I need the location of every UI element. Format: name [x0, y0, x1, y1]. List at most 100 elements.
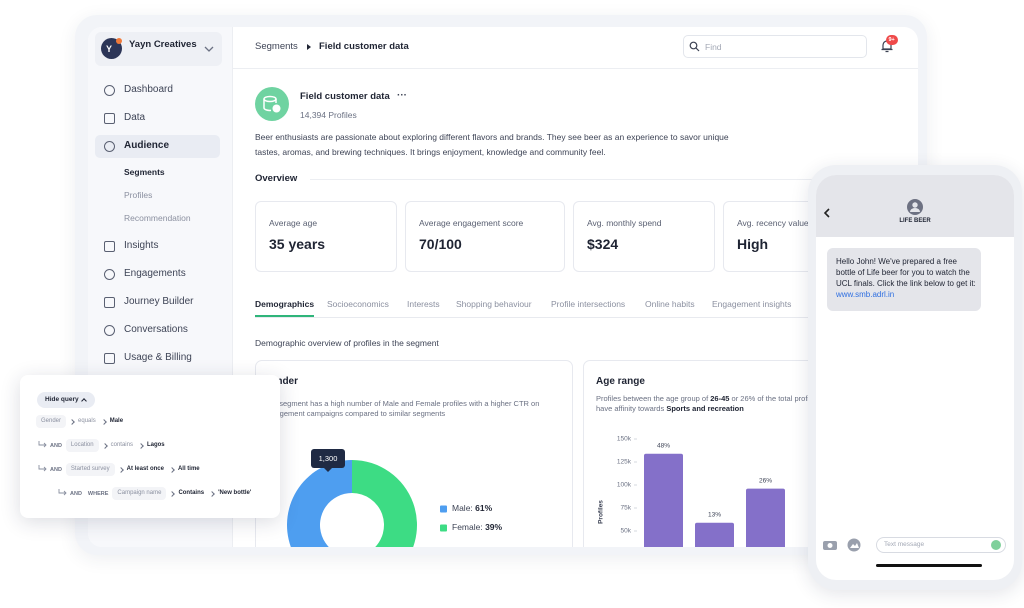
- query-field: Location: [70, 442, 94, 449]
- query-operator: Contains: [178, 490, 205, 497]
- query-chevron: [100, 419, 107, 425]
- tab[interactable]: Engagement insights: [712, 298, 792, 309]
- nav-icon: [104, 353, 115, 364]
- query-chip: [65, 463, 115, 476]
- nav-icon: [104, 141, 115, 152]
- message-input[interactable]: [876, 537, 1006, 553]
- bar: [746, 488, 785, 547]
- nav-icon: [104, 241, 115, 252]
- query-chevron: [169, 491, 176, 497]
- message-link[interactable]: www.smb.adrl.in: [836, 290, 895, 299]
- card-description: This segment has a high number of Male a…: [263, 399, 540, 418]
- query-operator: At least once: [126, 466, 164, 473]
- bar: [695, 522, 734, 547]
- toggle-text[interactable]: Hide query: [45, 396, 79, 404]
- nav-item[interactable]: Conversations: [124, 324, 188, 335]
- y-tick-label: 100k: [617, 482, 632, 489]
- segment-menu[interactable]: ···: [397, 90, 407, 101]
- tab-underline: [255, 315, 314, 317]
- nav-item[interactable]: Data: [124, 112, 146, 123]
- nav-item[interactable]: Insights: [124, 240, 159, 251]
- input-placeholder: Text message: [884, 541, 925, 549]
- tooltip: [311, 449, 345, 468]
- bar: [644, 453, 683, 547]
- breadcrumb-current: Field customer data: [319, 41, 409, 53]
- send-button[interactable]: [991, 540, 1001, 550]
- query-value: 'New bottle': [218, 490, 252, 497]
- nav-icon: [104, 113, 115, 124]
- nav-icon: [104, 325, 115, 336]
- bar-label: 26%: [759, 477, 772, 484]
- legend-value: 39%: [485, 522, 502, 532]
- branch-icon: [38, 441, 47, 448]
- conjunction: AND: [70, 490, 82, 497]
- legend-name: Female:: [452, 522, 485, 532]
- description-part: or 26% of the total profiles have affini…: [596, 394, 819, 413]
- badge-text: 9+: [888, 36, 895, 43]
- description-part: Sports and recreation: [666, 404, 744, 413]
- query-chevron: [209, 491, 215, 497]
- contact-name: LIFE BEER: [899, 218, 931, 225]
- card-label: Average engagement score: [419, 217, 524, 228]
- tab[interactable]: Demographics: [255, 298, 315, 309]
- nav-item[interactable]: Audience: [124, 140, 170, 151]
- tab[interactable]: Socioeconomics: [327, 298, 389, 309]
- tabs-rule: [255, 317, 918, 318]
- header-divider: [232, 68, 918, 69]
- tab[interactable]: Online habits: [645, 298, 695, 309]
- segment-description: Beer enthusiasts are passionate about ex…: [255, 131, 729, 157]
- breadcrumb-arrow: [307, 44, 311, 50]
- query-value: All time: [177, 466, 200, 473]
- segment-profiles: 14,394 Profiles: [300, 109, 357, 120]
- bar-label: 48%: [657, 442, 670, 449]
- y-axis-label: Profiles: [598, 500, 605, 524]
- subnav-item[interactable]: Segments: [124, 166, 165, 177]
- y-tick-label: 125k: [617, 459, 632, 466]
- card-label: Avg. recency value: [737, 217, 809, 228]
- card-label: Average age: [269, 217, 318, 228]
- legend-swatch: [440, 524, 447, 532]
- tab[interactable]: Profile intersections: [551, 298, 626, 309]
- back-arrow[interactable]: [822, 207, 832, 219]
- nav-item[interactable]: Journey Builder: [124, 296, 194, 307]
- nav-item[interactable]: Engagements: [124, 268, 186, 279]
- nav-item[interactable]: Dashboard: [124, 84, 173, 95]
- legend-swatch: [440, 505, 447, 513]
- media-icons[interactable]: [822, 538, 872, 552]
- search-icon: [689, 41, 700, 52]
- tab[interactable]: Interests: [407, 298, 440, 309]
- subnav-item[interactable]: Profiles: [124, 189, 153, 200]
- card-description: Profiles between the age group of 26-45 …: [596, 394, 824, 414]
- branch-icon: [38, 465, 47, 472]
- charts: 1,300 Male: 61% Female: 39% 150k 125k 100k 75k…: [287, 436, 785, 547]
- overview-title: Overview: [255, 173, 298, 185]
- card-value: 35 years: [269, 235, 326, 252]
- nav-icon: [104, 297, 115, 308]
- card-title: Gender: [263, 376, 299, 387]
- query-chip: [65, 439, 99, 452]
- y-tick-label: 50k: [621, 528, 632, 535]
- donut-segment: [287, 460, 352, 547]
- query-chip: [36, 415, 67, 428]
- donut-segment: [352, 460, 417, 547]
- tooltip-text: 1,300: [319, 454, 338, 463]
- breadcrumb[interactable]: Segments: [255, 41, 298, 53]
- card-value: $324: [587, 235, 619, 252]
- avatar-letter: Y: [106, 43, 113, 54]
- legend-entry: Female: 39%: [452, 522, 503, 532]
- card-value: 70/100: [419, 235, 462, 252]
- query-chevron: [169, 467, 175, 473]
- chevron-down: [204, 46, 214, 52]
- overview-card: [255, 201, 397, 272]
- legend-name: Male:: [452, 503, 475, 513]
- message-bubble: [827, 248, 981, 311]
- search-box[interactable]: [683, 35, 867, 58]
- query-operator: contains: [110, 442, 133, 449]
- home-bar: [876, 564, 982, 567]
- conjunction: AND: [50, 466, 62, 473]
- nav-item[interactable]: Usage & Billing: [124, 352, 192, 363]
- tab[interactable]: Shopping behaviour: [456, 298, 532, 309]
- subnav-item[interactable]: Recommendation: [124, 212, 191, 223]
- query-panel: Hide query Gender equals Male AND Location con…: [20, 375, 280, 518]
